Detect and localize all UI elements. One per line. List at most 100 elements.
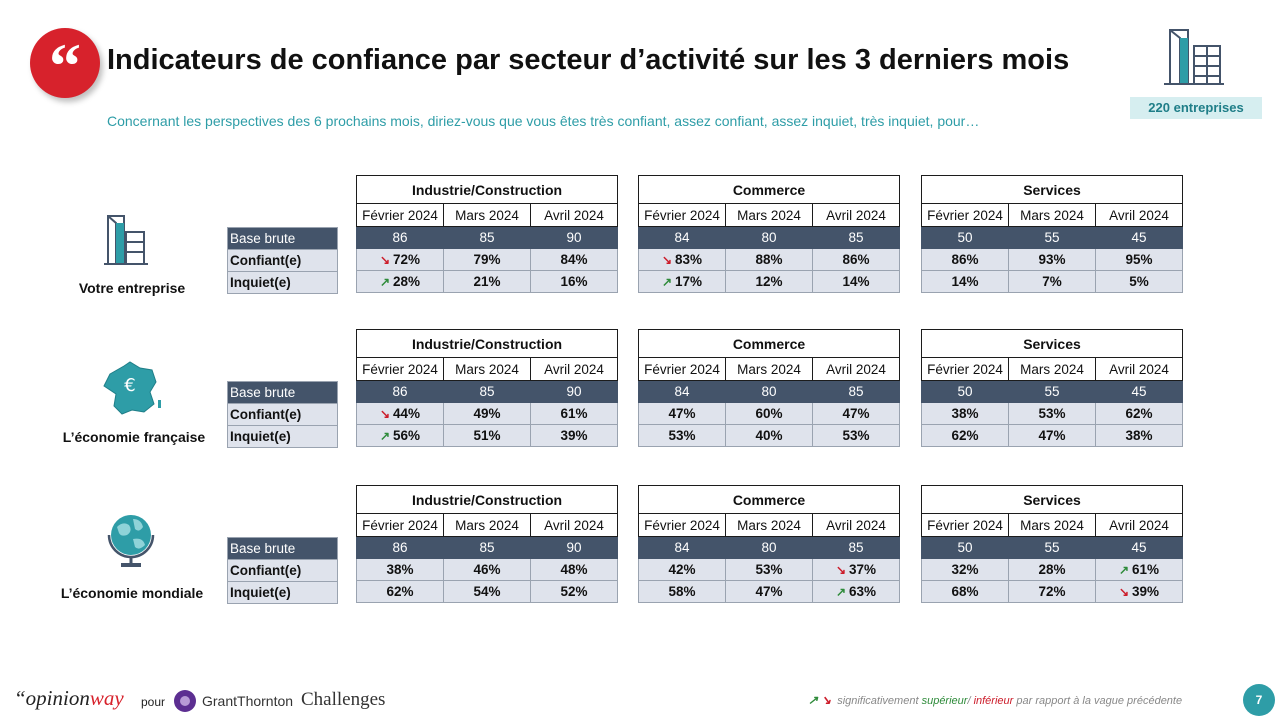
inquiet-cell: 7% (1008, 270, 1096, 293)
confiant-cell: 84% (530, 248, 618, 271)
svg-text:€: € (124, 375, 135, 396)
arrow-up-icon: ↗ (835, 585, 847, 599)
confiant-value: 38% (386, 562, 414, 577)
base-value: 80 (725, 226, 813, 249)
inquiet-value: 54% (473, 584, 501, 599)
confiant-cell: 53% (1008, 402, 1096, 425)
confiant-value: 88% (755, 252, 783, 267)
base-value: 85 (443, 380, 531, 403)
question-subtitle: Concernant les perspectives des 6 procha… (107, 113, 980, 129)
confiant-cell: ↘ 44% (356, 402, 444, 425)
confiant-cell: 32% (921, 558, 1009, 581)
month-header: Mars 2024 (725, 357, 813, 381)
inquiet-cell: 38% (1095, 424, 1183, 447)
confiant-label: Confiant(e) (227, 559, 338, 582)
arrow-up-icon: ↗ (661, 275, 673, 289)
inquiet-value: 14% (951, 274, 979, 289)
inquiet-cell: 40% (725, 424, 813, 447)
month-header: Mars 2024 (725, 203, 813, 227)
sector-table: Commerce Février 2024 Mars 2024 Avril 2024 8… (638, 175, 900, 293)
inquiet-cell: 52% (530, 580, 618, 603)
month-header: Mars 2024 (443, 513, 531, 537)
month-header: Avril 2024 (530, 203, 618, 227)
inquiet-cell: 51% (443, 424, 531, 447)
confiant-cell: 79% (443, 248, 531, 271)
inquiet-label: Inquiet(e) (227, 425, 338, 448)
inquiet-cell: ↗ 56% (356, 424, 444, 447)
month-header: Février 2024 (356, 357, 444, 381)
confiant-cell: 42% (638, 558, 726, 581)
month-header: Avril 2024 (812, 203, 900, 227)
month-header: Avril 2024 (812, 357, 900, 381)
base-value: 90 (530, 226, 618, 249)
inquiet-label: Inquiet(e) (227, 581, 338, 604)
globe-icon (107, 515, 155, 567)
inquiet-value: 62% (386, 584, 414, 599)
confiant-cell: 86% (812, 248, 900, 271)
confiant-cell: 88% (725, 248, 813, 271)
sector-header: Services (921, 329, 1183, 358)
confiant-value: 37% (849, 562, 877, 577)
month-header: Février 2024 (921, 203, 1009, 227)
row-label-economie-mondiale: L’économie mondiale (60, 585, 204, 601)
month-header: Mars 2024 (1008, 513, 1096, 537)
confiant-cell: 48% (530, 558, 618, 581)
inquiet-value: 40% (755, 428, 783, 443)
arrow-up-icon: ↗ (379, 275, 391, 289)
inquiet-cell: 68% (921, 580, 1009, 603)
sector-table: Commerce Février 2024 Mars 2024 Avril 2024 8… (638, 329, 900, 447)
confiant-value: 42% (668, 562, 696, 577)
month-header: Mars 2024 (1008, 203, 1096, 227)
sector-header: Services (921, 485, 1183, 514)
confiant-cell: 49% (443, 402, 531, 425)
inquiet-cell: 62% (921, 424, 1009, 447)
inquiet-value: 16% (560, 274, 588, 289)
arrow-up-icon: ↗ (1118, 563, 1130, 577)
confiant-value: 49% (473, 406, 501, 421)
month-header: Février 2024 (638, 203, 726, 227)
arrow-down-icon: ↘ (379, 253, 391, 267)
base-value: 85 (812, 536, 900, 559)
inquiet-cell: 47% (725, 580, 813, 603)
confiant-cell: ↘ 83% (638, 248, 726, 271)
confiant-cell: 86% (921, 248, 1009, 271)
inquiet-cell: 39% (530, 424, 618, 447)
sample-size-badge: 220 entreprises (1130, 97, 1262, 119)
inquiet-cell: 14% (921, 270, 1009, 293)
confiant-label: Confiant(e) (227, 249, 338, 272)
month-header: Avril 2024 (812, 513, 900, 537)
confiant-cell: 38% (356, 558, 444, 581)
month-header: Février 2024 (356, 203, 444, 227)
confiant-cell: 95% (1095, 248, 1183, 271)
quote-logo: “ (30, 28, 100, 98)
month-header: Février 2024 (638, 513, 726, 537)
confiant-value: 47% (842, 406, 870, 421)
base-value: 80 (725, 380, 813, 403)
inquiet-value: 63% (849, 584, 877, 599)
inquiet-value: 12% (755, 274, 783, 289)
confiant-cell: 47% (812, 402, 900, 425)
sector-header: Commerce (638, 329, 900, 358)
confiant-value: 61% (1132, 562, 1160, 577)
confiant-value: 48% (560, 562, 588, 577)
inquiet-cell: 21% (443, 270, 531, 293)
month-header: Mars 2024 (1008, 357, 1096, 381)
arrow-down-icon: ↘ (821, 693, 832, 707)
confiant-value: 32% (951, 562, 979, 577)
confiant-cell: 61% (530, 402, 618, 425)
page-title: Indicateurs de confiance par secteur d’a… (107, 44, 1070, 76)
base-value: 85 (812, 226, 900, 249)
confiant-value: 46% (473, 562, 501, 577)
confiant-value: 53% (755, 562, 783, 577)
inquiet-cell: 14% (812, 270, 900, 293)
inquiet-cell: 53% (812, 424, 900, 447)
base-value: 90 (530, 536, 618, 559)
sector-table: Industrie/Construction Février 2024 Mars 2… (356, 329, 618, 447)
confiant-value: 38% (951, 406, 979, 421)
confiant-value: 93% (1038, 252, 1066, 267)
base-brute-label: Base brute (227, 537, 338, 560)
confiant-value: 72% (393, 252, 421, 267)
inquiet-cell: 47% (1008, 424, 1096, 447)
month-header: Avril 2024 (530, 357, 618, 381)
confiant-cell: 60% (725, 402, 813, 425)
